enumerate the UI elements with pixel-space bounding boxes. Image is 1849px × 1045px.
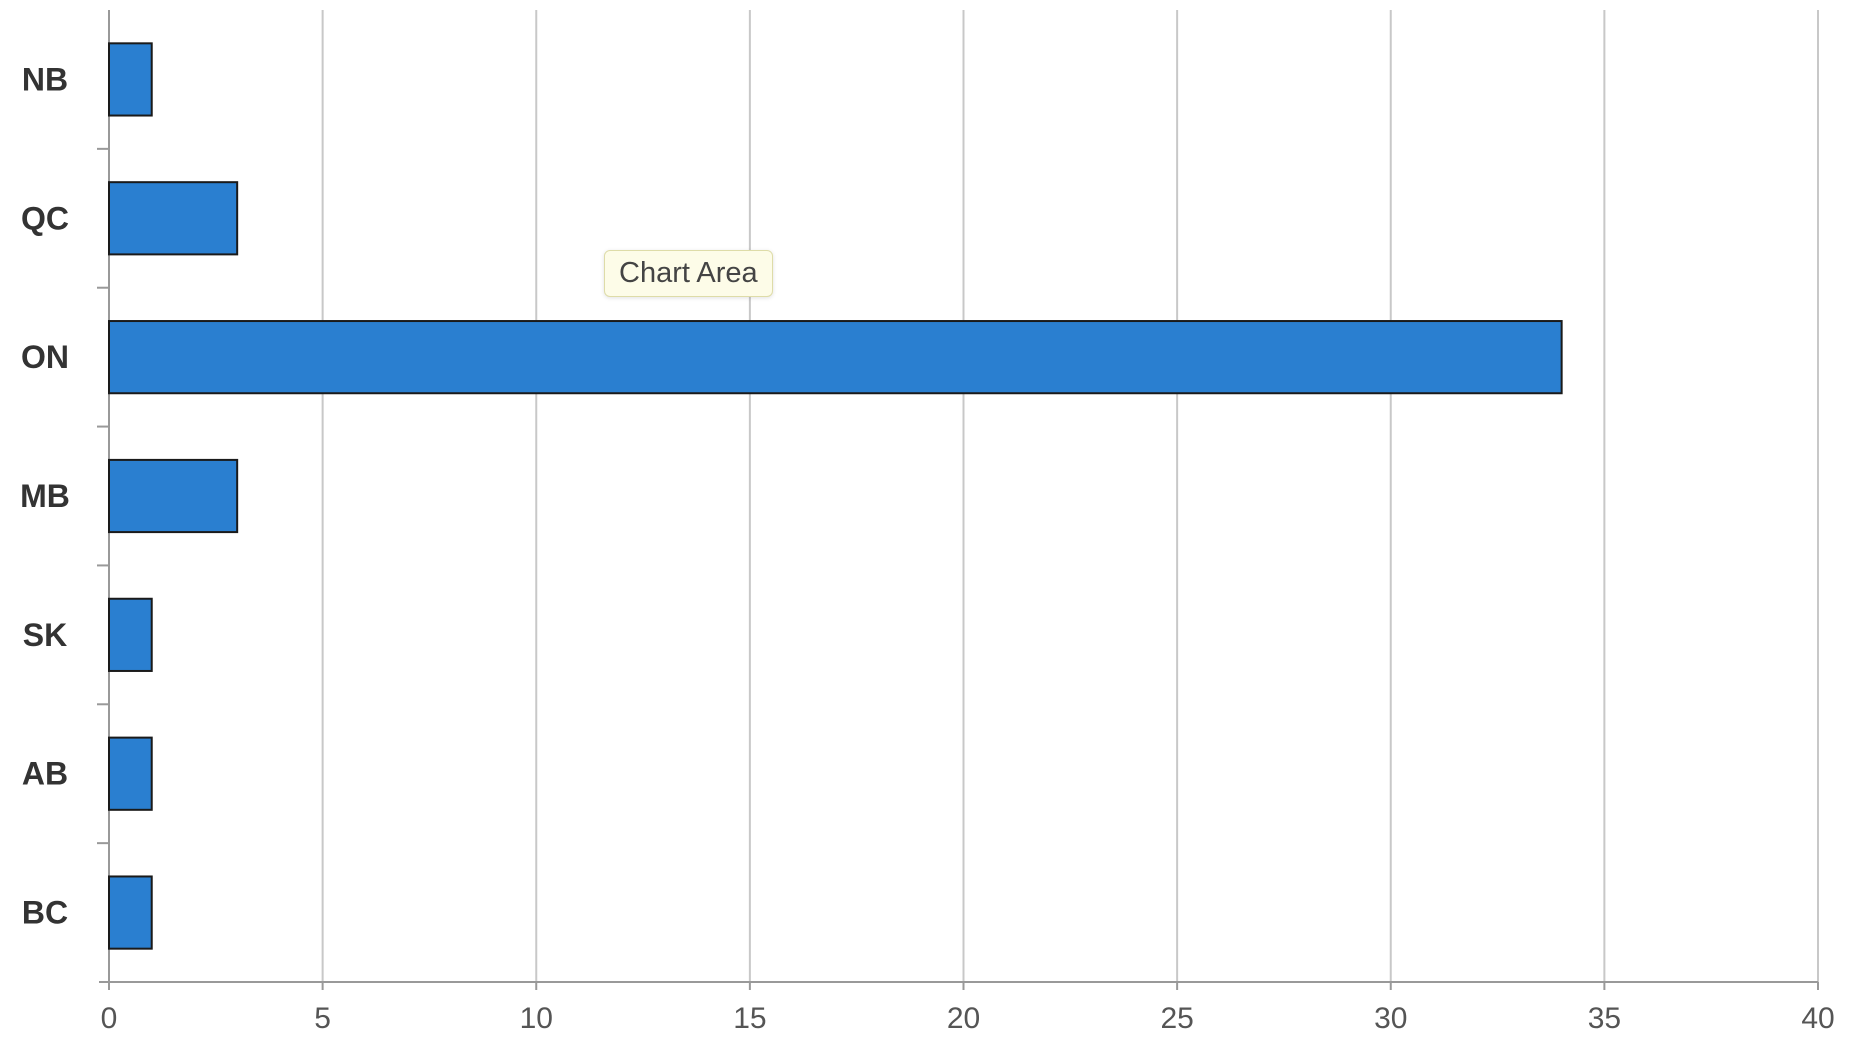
bar-on <box>108 320 1563 395</box>
x-tick-label-35: 35 <box>1588 1002 1621 1035</box>
x-tick-label-30: 30 <box>1374 1002 1407 1035</box>
x-tick-label-5: 5 <box>314 1002 331 1035</box>
bars <box>108 42 1563 950</box>
bar-nb <box>108 42 153 117</box>
y-tick-label-nb: NB <box>22 61 68 97</box>
x-tick-label-25: 25 <box>1160 1002 1193 1035</box>
chart-area-tooltip: Chart Area <box>604 250 773 297</box>
bar-ab <box>108 736 153 811</box>
x-tick-label-10: 10 <box>520 1002 553 1035</box>
bar-mb <box>108 458 239 534</box>
bar-qc <box>108 181 239 256</box>
grid-lines <box>321 10 1819 982</box>
x-tick-label-20: 20 <box>947 1002 980 1035</box>
axes <box>97 10 1819 990</box>
x-tick-label-15: 15 <box>733 1002 766 1035</box>
y-tick-label-ab: AB <box>22 756 68 792</box>
x-tick-label-40: 40 <box>1801 1002 1834 1035</box>
x-tick-label-0: 0 <box>101 1002 118 1035</box>
bar-bc <box>108 875 153 950</box>
y-tick-label-sk: SK <box>23 617 67 653</box>
y-tick-label-bc: BC <box>22 895 68 931</box>
y-tick-label-on: ON <box>21 339 69 375</box>
y-tick-label-mb: MB <box>20 478 70 514</box>
y-tick-label-qc: QC <box>21 200 69 236</box>
bar-sk <box>108 597 153 672</box>
axis-labels: 0 5 10 15 20 25 30 35 40 NB QC ON MB SK AB BC <box>20 61 1835 1035</box>
